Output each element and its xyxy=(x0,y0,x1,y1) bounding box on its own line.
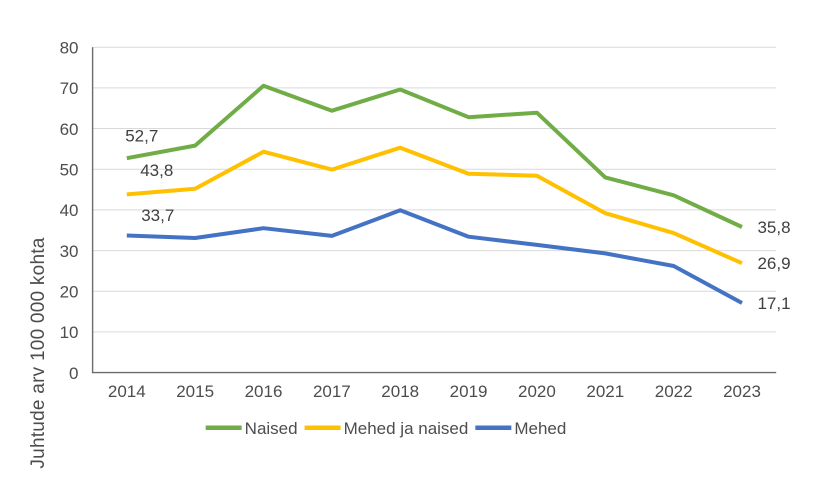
x-tick-label: 2018 xyxy=(381,382,419,401)
legend: Naised Mehed ja naised Mehed xyxy=(205,419,566,438)
x-tick-label: 2020 xyxy=(518,382,556,401)
legend-label-naised: Naised xyxy=(245,419,298,438)
y-tick-label: 10 xyxy=(60,323,79,342)
x-tick-label: 2022 xyxy=(655,382,693,401)
data-label-first: 33,7 xyxy=(141,206,174,225)
legend-label-mehed: Mehed xyxy=(514,419,566,438)
y-tick-label: 0 xyxy=(69,364,78,383)
y-tick-label: 80 xyxy=(60,38,79,57)
data-label-last: 26,9 xyxy=(757,254,790,273)
y-tick-label: 50 xyxy=(60,160,79,179)
y-tick-label: 30 xyxy=(60,242,79,261)
y-tick-label: 60 xyxy=(60,120,79,139)
data-label-first: 52,7 xyxy=(125,127,158,146)
x-tick-label: 2015 xyxy=(176,382,214,401)
x-tick-label: 2019 xyxy=(450,382,488,401)
series-line-naised xyxy=(126,83,743,229)
x-tick-label: 2014 xyxy=(108,382,146,401)
series-line-mehed-ja-naised xyxy=(126,145,743,266)
data-label-first: 43,8 xyxy=(140,161,173,180)
data-label-last: 17,1 xyxy=(757,294,790,313)
x-tick-label: 2021 xyxy=(586,382,624,401)
y-tick-label: 40 xyxy=(60,201,79,220)
x-tick-label: 2016 xyxy=(245,382,283,401)
data-label-last: 35,8 xyxy=(757,218,790,237)
y-tick-label: 20 xyxy=(60,282,79,301)
series-line-mehed xyxy=(126,208,743,305)
x-tick-label: 2017 xyxy=(313,382,351,401)
y-axis-title: Juhtude arv 100 000 kohta xyxy=(28,237,49,468)
y-tick-label: 70 xyxy=(60,79,79,98)
x-tick-label: 2023 xyxy=(723,382,761,401)
legend-label-mehed-ja-naised: Mehed ja naised xyxy=(344,419,469,438)
